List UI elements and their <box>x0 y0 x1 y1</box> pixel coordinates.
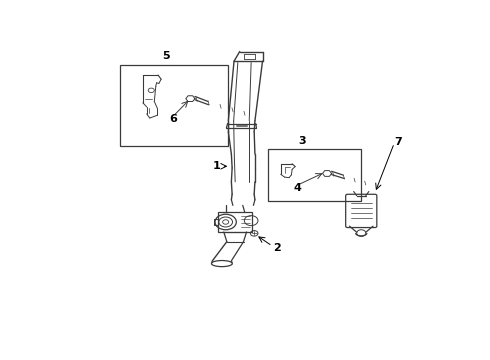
Text: 4: 4 <box>294 184 301 193</box>
Bar <box>218 212 252 232</box>
Text: 6: 6 <box>170 114 177 125</box>
Text: 1: 1 <box>212 161 220 171</box>
Bar <box>120 66 228 146</box>
Text: 5: 5 <box>162 51 170 61</box>
Text: 2: 2 <box>273 243 281 253</box>
Bar <box>268 149 361 201</box>
Text: 3: 3 <box>298 136 306 146</box>
Text: 7: 7 <box>394 136 402 147</box>
